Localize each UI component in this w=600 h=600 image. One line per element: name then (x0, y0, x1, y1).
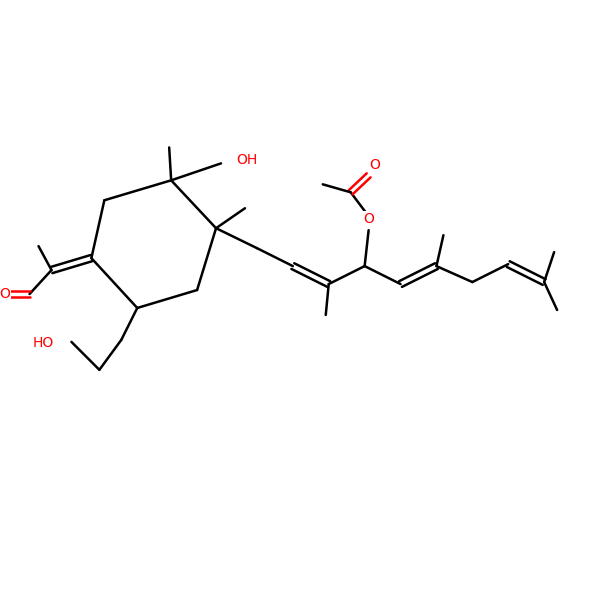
Text: O: O (369, 158, 380, 172)
Text: O: O (363, 212, 374, 226)
Text: O: O (0, 287, 10, 301)
Text: OH: OH (236, 154, 257, 167)
Text: HO: HO (32, 336, 53, 350)
